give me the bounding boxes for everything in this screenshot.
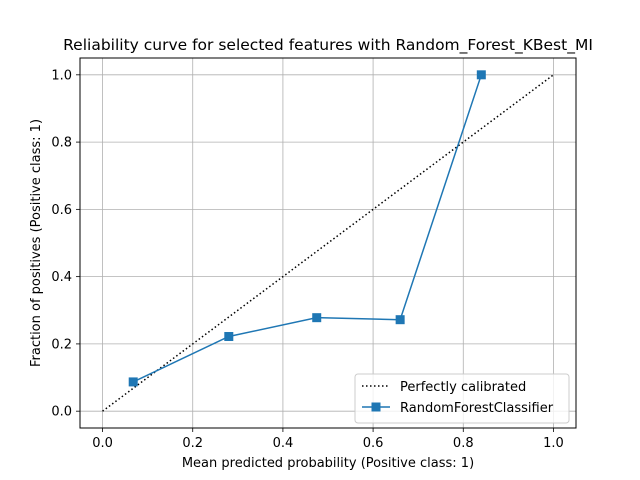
y-tick-label: 0.8	[51, 136, 72, 151]
legend-marker-random-forest	[371, 402, 381, 412]
plot-frame	[79, 57, 577, 429]
y-axis-label: Fraction of positives (Positive class: 1…	[29, 119, 44, 367]
chart-title: Reliability curve for selected features …	[63, 36, 593, 55]
legend: Perfectly calibrated RandomForestClassif…	[354, 373, 570, 424]
legend-label-random-forest: RandomForestClassifier	[400, 401, 554, 416]
x-tick-label: 0.8	[453, 436, 474, 451]
classifier-point	[476, 70, 486, 80]
y-tick-label: 0.4	[51, 270, 72, 285]
y-tick-label: 0.6	[51, 203, 72, 218]
y-tick-label: 1.0	[51, 68, 72, 83]
axis-ticks: 0.0 0.2 0.4 0.6 0.8 1.0 0.0 0.2 0.4 0.6 0.8 1.0	[51, 68, 563, 451]
x-tick-label: 0.6	[363, 436, 384, 451]
legend-box	[354, 373, 570, 424]
x-tick-label: 0.2	[182, 436, 203, 451]
classifier-point	[128, 377, 138, 387]
classifier-point	[395, 315, 405, 325]
legend-label-perfectly-calibrated: Perfectly calibrated	[400, 380, 526, 395]
y-tick-label: 0.2	[51, 337, 72, 352]
grid	[80, 58, 576, 428]
y-tick-label: 0.0	[51, 405, 72, 420]
classifier-point	[224, 332, 234, 342]
x-tick-label: 1.0	[543, 436, 564, 451]
classifier-point	[312, 313, 322, 323]
x-tick-label: 0.4	[273, 436, 294, 451]
x-tick-label: 0.0	[92, 436, 113, 451]
series-layer	[102, 70, 554, 412]
perfectly-calibrated-line	[102, 74, 554, 412]
x-axis-label: Mean predicted probability (Positive cla…	[182, 456, 474, 471]
